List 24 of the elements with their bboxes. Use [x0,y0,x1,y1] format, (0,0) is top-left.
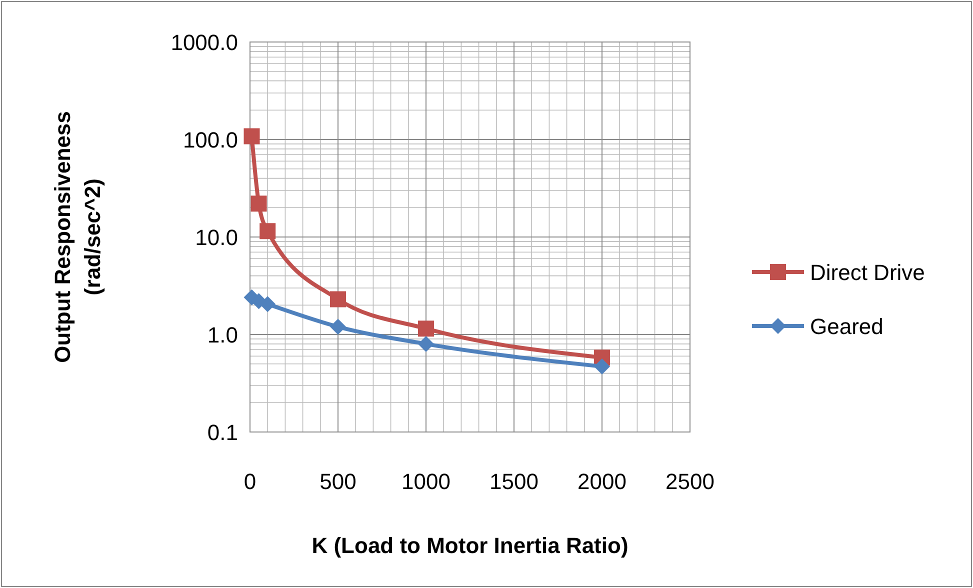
x-tick-label: 2500 [666,469,714,494]
x-tick-label: 1000 [402,469,450,494]
legend-label: Direct Drive [810,260,925,285]
legend-label: Geared [810,314,884,339]
point [260,296,276,312]
y-tick-label: 1000.0 [170,30,238,55]
point [330,318,346,335]
point [260,223,276,240]
y-tick-label: 10.0 [195,225,238,250]
x-axis-title: K (Load to Motor Inertia Ratio) [312,533,628,558]
x-tick-label: 0 [244,469,256,494]
x-tick-label: 500 [320,469,356,494]
y-tick-label: 0.1 [207,420,238,445]
point [250,196,267,212]
point [594,358,610,374]
y-tick-label: 1.0 [207,322,238,348]
y-tick-label: 100.0 [182,128,238,152]
point [244,128,260,144]
x-tick-label: 1500 [490,469,538,494]
point [330,291,346,308]
x-tick-label: 2000 [578,469,626,494]
y-axis-title: Output Responsiveness (rad/sec^2) [50,111,105,363]
point [418,320,434,337]
point [418,336,434,352]
